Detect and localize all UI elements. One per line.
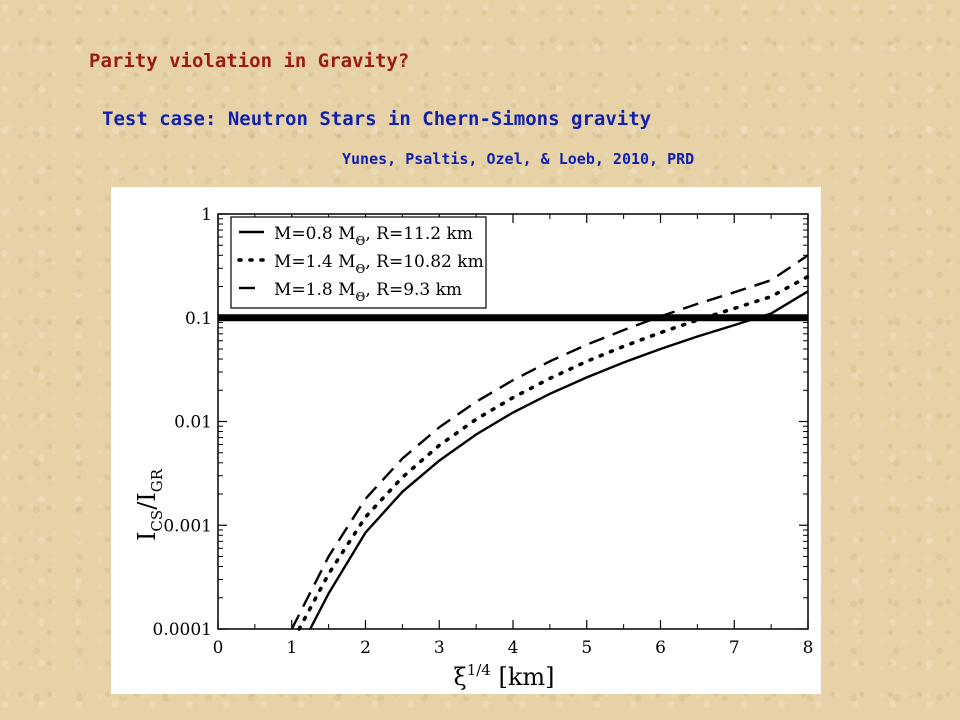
plot-panel: 0 1 2 3 4 5 6 7 8 0.0001 0.001 0.01 0.1 1 M=0.8 MΘ, R…	[111, 187, 821, 694]
x-tick-label-7: 7	[729, 638, 740, 658]
x-tick-label-8: 8	[803, 638, 814, 658]
chart-svg: 0 1 2 3 4 5 6 7 8 0.0001 0.001 0.01 0.1 1 M=0.8 MΘ, R…	[133, 205, 814, 691]
legend-label-2: M=1.8 MΘ, R=9.3 km	[274, 280, 462, 304]
y-tick-label-3: 0.1	[185, 309, 212, 329]
x-tick-label-4: 4	[508, 638, 519, 658]
x-tick-label-1: 1	[286, 638, 297, 658]
legend-box	[230, 216, 487, 309]
x-tick-label-6: 6	[655, 638, 666, 658]
x-tick-label-0: 0	[213, 638, 224, 658]
legend-label-1: M=1.4 MΘ, R=10.82 km	[274, 252, 484, 276]
citation: Yunes, Psaltis, Ozel, & Loeb, 2010, PRD	[342, 150, 695, 168]
slide-subtitle: Test case: Neutron Stars in Chern-Simons…	[102, 108, 652, 130]
y-tick-label-0: 0.0001	[153, 620, 212, 640]
legend-label-0: M=0.8 MΘ, R=11.2 km	[274, 224, 473, 248]
y-tick-label-4: 1	[201, 205, 212, 225]
series-line-dashed	[290, 254, 809, 630]
y-tick-label-1: 0.001	[163, 516, 212, 536]
slide-title: Parity violation in Gravity?	[89, 50, 410, 72]
x-tick-label-2: 2	[360, 638, 371, 658]
y-axis-label: ICS/IGR	[133, 468, 166, 541]
series-line-dotted	[297, 274, 810, 631]
x-tick-label-5: 5	[581, 638, 592, 658]
x-axis-label: ξ1/4 [km]	[453, 661, 554, 691]
series-line-solid	[309, 290, 809, 630]
y-tick-label-2: 0.01	[174, 413, 212, 433]
x-tick-label-3: 3	[434, 638, 445, 658]
